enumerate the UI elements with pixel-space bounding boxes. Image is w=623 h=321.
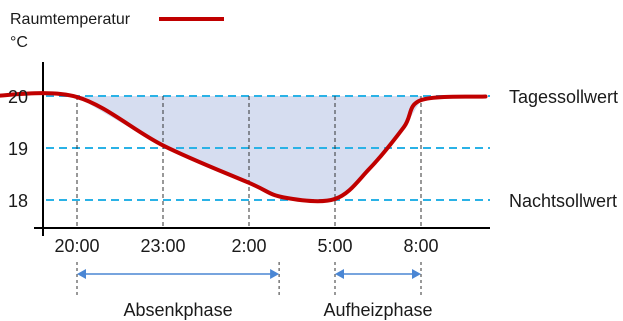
series-layer: [0, 91, 488, 204]
phase-label-absenkphase: Absenkphase: [124, 300, 233, 320]
axis-layer: [34, 62, 490, 236]
x-tick-4: 8:00: [403, 236, 438, 256]
x-tick-3: 5:00: [317, 236, 352, 256]
phase-label-aufheizphase: Aufheizphase: [323, 300, 432, 320]
y-tick-labels: 20 19 18: [8, 87, 28, 211]
x-tick-0: 20:00: [54, 236, 99, 256]
x-tick-2: 2:00: [231, 236, 266, 256]
phase-arrowhead-left-aufheizphase: [335, 269, 344, 279]
reference-label-18: Nachtsollwert: [509, 191, 617, 211]
phase-arrowhead-right-absenkphase: [270, 269, 280, 279]
x-tick-labels: 20:00 23:00 2:00 5:00 8:00: [54, 236, 438, 256]
phase-arrowhead-left-absenkphase: [77, 269, 86, 279]
y-tick-18: 18: [8, 191, 28, 211]
y-unit-label: °C: [10, 34, 28, 51]
grid-layer: [46, 95, 490, 228]
label-layer: Raumtemperatur °C: [10, 11, 224, 51]
phase-arrowhead-right-aufheizphase: [412, 269, 421, 279]
reference-label-20: Tagessollwert: [509, 87, 618, 107]
y-tick-20: 20: [8, 87, 28, 107]
y-tick-19: 19: [8, 139, 28, 159]
reference-line-labels: Tagessollwert Nachtsollwert: [509, 87, 618, 211]
legend-label: Raumtemperatur: [10, 11, 131, 28]
x-tick-1: 23:00: [140, 236, 185, 256]
series-line-raumtemperatur: [0, 91, 488, 204]
phase-layer: Absenkphase Aufheizphase: [76, 262, 433, 320]
